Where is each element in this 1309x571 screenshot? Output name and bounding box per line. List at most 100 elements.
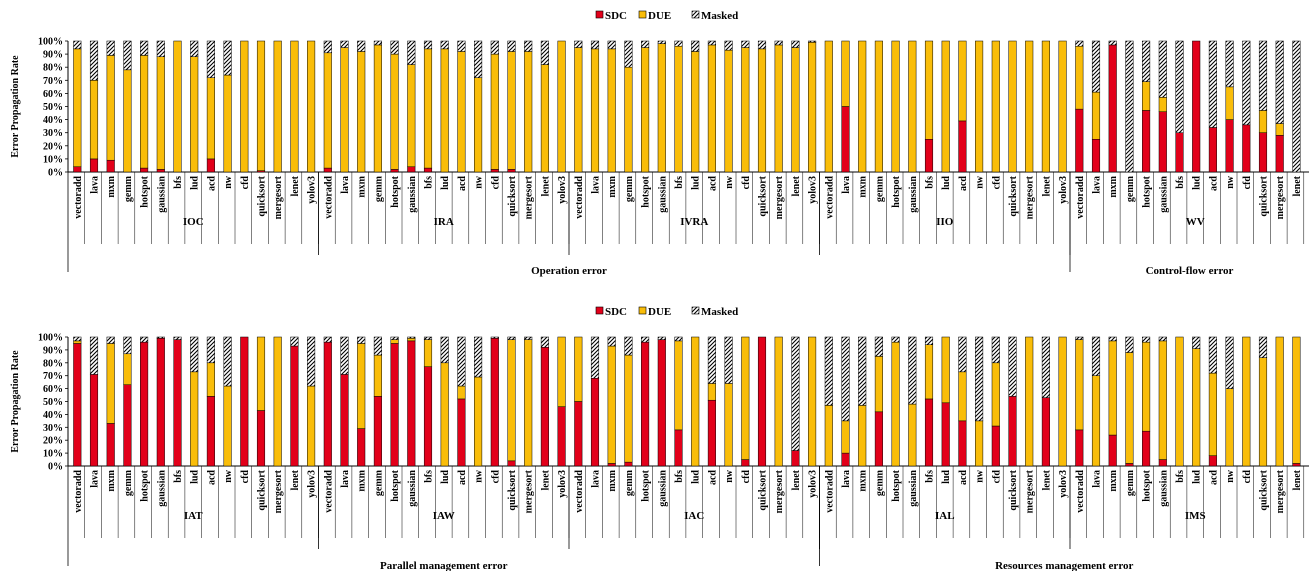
x-tick-label: yolov3 [1058, 176, 1069, 204]
x-tick-label: hotspot [140, 175, 151, 207]
bar-segment-due [691, 336, 700, 467]
x-tick-label: hotspot [891, 469, 902, 501]
x-tick-label: lava [591, 470, 602, 488]
bar-segment-sdc [624, 461, 633, 467]
bar-ims-cfd [1242, 336, 1251, 467]
bar-segment-sdc [1008, 396, 1017, 467]
bar-segment-due [373, 354, 382, 397]
bar-segment-masked [357, 336, 366, 344]
x-tick-label: hotspot [1142, 469, 1153, 501]
bar-wv-cfd [1242, 40, 1251, 173]
bar-segment-due [874, 40, 883, 173]
x-tick-label: quicksort [1008, 175, 1019, 216]
bar-iio-bfs [924, 40, 934, 173]
bar-ims-lenet [1292, 336, 1301, 467]
x-tick-label: vectoradd [73, 176, 84, 219]
bar-iac-gaussian [657, 336, 666, 467]
bar-segment-masked [1008, 336, 1017, 397]
x-tick-label: cfd [240, 176, 251, 190]
bar-segment-masked [1158, 336, 1167, 342]
bar-segment-due [724, 383, 733, 467]
bar-ioc-quicksort [256, 40, 266, 173]
x-tick-label: gemm [1125, 175, 1136, 202]
bar-ial-gemm [874, 336, 883, 467]
x-tick-label: mxm [858, 469, 869, 491]
bar-segment-sdc [73, 343, 82, 467]
bar-segment-masked [991, 336, 1000, 364]
bar-segment-masked [674, 336, 683, 342]
bar-segment-masked [474, 40, 483, 78]
x-tick-label: mxm [1108, 175, 1119, 197]
bar-segment-masked [440, 40, 449, 50]
x-tick-label: vectoradd [574, 470, 585, 513]
x-tick-label: mergesort [1025, 175, 1036, 219]
bar-segment-due [390, 339, 399, 344]
group-label-iac: IAC [684, 510, 704, 522]
bar-segment-masked [290, 336, 299, 347]
bar-wv-lenet [1292, 40, 1301, 173]
bar-segment-due [1275, 336, 1284, 467]
bar-segment-masked [590, 336, 600, 379]
bar-segment-sdc [357, 428, 366, 467]
bar-segment-due [1225, 388, 1234, 467]
x-tick-label: lava [591, 176, 602, 194]
bar-ira-gemm [373, 40, 382, 173]
bar-segment-masked [808, 40, 817, 43]
chart-panel-bottom: SDC DUE Masked 0% 10% 20% 30% 40% 50% 60% 70% 80% 90… [10, 306, 1309, 571]
bar-segment-sdc [1175, 132, 1184, 173]
bar-segment-sdc [958, 420, 967, 467]
bar-segment-masked [741, 40, 750, 48]
bar-segment-due [474, 77, 483, 173]
bar-segment-due [457, 385, 466, 400]
bar-segment-masked [975, 336, 984, 422]
x-tick-label: yolov3 [307, 176, 318, 204]
bar-segment-masked [106, 40, 115, 56]
y-tick-label: 0% [48, 462, 63, 473]
y-axis-title: Error Propagation Rate [10, 55, 21, 158]
bar-segment-sdc [140, 167, 149, 173]
bar-segment-sdc [1075, 429, 1084, 467]
bar-ioc-cfd [240, 40, 249, 173]
bar-segment-sdc [507, 169, 516, 173]
x-tick-label: quicksort [257, 469, 268, 510]
bar-segment-due [924, 344, 934, 400]
bar-iac-lenet [791, 336, 800, 467]
bar-ial-cfd [991, 336, 1000, 467]
bar-segment-masked [757, 40, 767, 50]
group-label-iaw: IAW [433, 510, 455, 522]
x-tick-label: cfd [991, 176, 1002, 190]
x-tick-label: quicksort [1008, 469, 1019, 510]
bar-segment-masked [1075, 336, 1084, 340]
bar-ira-cfd [490, 40, 499, 173]
bar-segment-due [674, 340, 683, 431]
bar-ira-vectoradd [323, 40, 332, 173]
x-tick-label: nw [474, 469, 485, 483]
bar-ial-bfs [924, 336, 934, 467]
bar-segment-masked [1075, 40, 1084, 47]
bar-segment-sdc [156, 338, 165, 467]
bar-segment-masked [1158, 40, 1167, 98]
bar-segment-due [123, 353, 132, 385]
bar-segment-due [89, 80, 99, 160]
bar-segment-masked [1208, 336, 1217, 374]
bar-segment-due [1275, 123, 1284, 136]
bar-segment-sdc [423, 167, 433, 173]
supergroup-label: Resources management error [995, 560, 1133, 571]
bar-segment-due [490, 53, 499, 170]
bar-wv-bfs [1175, 40, 1184, 173]
x-tick-label: cfd [240, 470, 251, 484]
bar-iio-quicksort [1008, 40, 1017, 173]
bar-ims-lud [1192, 336, 1201, 467]
bar-segment-due [1008, 40, 1017, 173]
bar-segment-due [824, 405, 833, 467]
bar-segment-masked [1292, 40, 1301, 173]
chart-panel-top: SDC DUE Masked 0% 10% 20% 30% 40% 50% 60% 70% 80% 90… [10, 10, 1309, 277]
x-tick-label: bfs [1175, 470, 1186, 483]
x-tick-label: gemm [874, 175, 885, 202]
bar-segment-masked [357, 40, 366, 52]
bar-segment-sdc [490, 169, 499, 173]
bar-segment-due [323, 52, 332, 169]
bar-ivra-vectoradd [574, 40, 583, 173]
y-tick-label: 80% [43, 63, 63, 74]
bar-ira-mxm [357, 40, 366, 173]
